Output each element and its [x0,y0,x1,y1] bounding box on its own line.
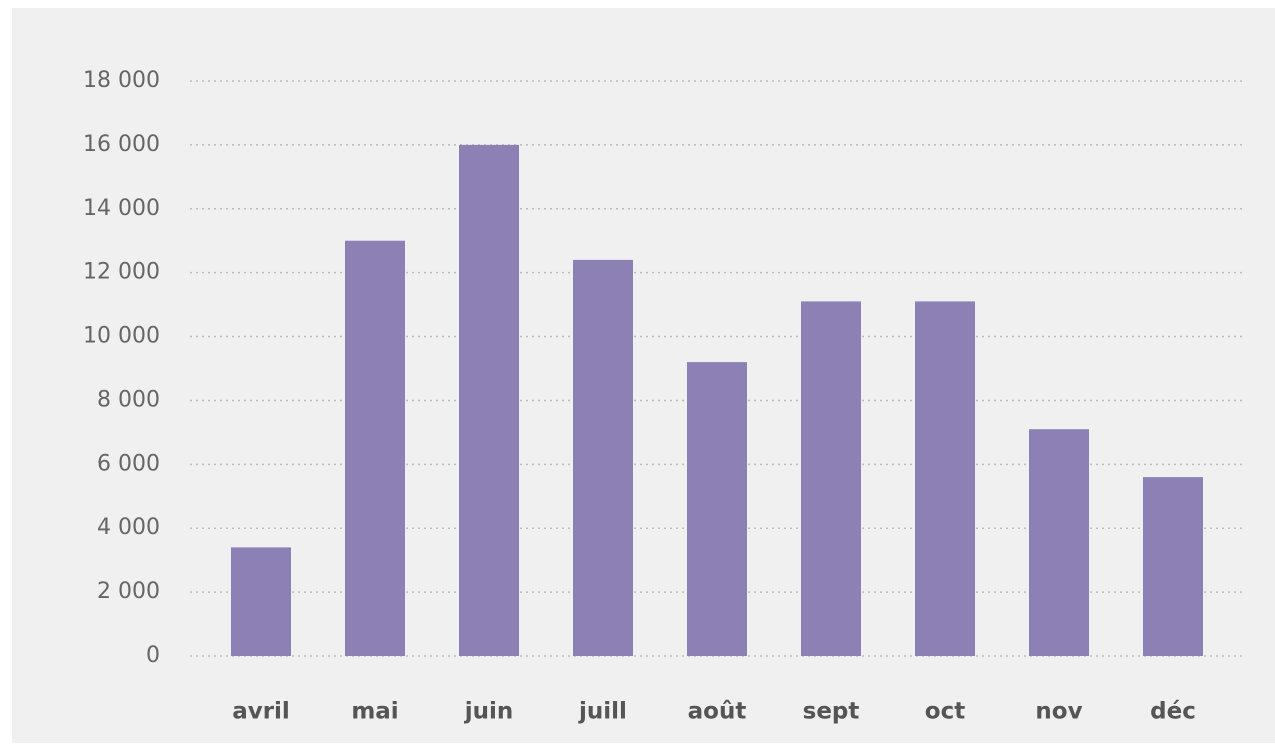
x-tick-label: sept [803,699,860,725]
bar [915,301,975,656]
bar [1029,429,1089,656]
x-tick-label: nov [1035,699,1082,725]
y-tick-label: 0 [146,643,160,668]
y-tick-label: 14 000 [83,196,160,221]
y-tick-label: 6 000 [97,451,160,476]
y-tick-label: 18 000 [83,68,160,93]
bar [573,259,633,656]
y-tick-label: 8 000 [97,387,160,412]
x-tick-label: déc [1150,699,1196,725]
y-tick-label: 4 000 [97,515,160,540]
y-tick-label: 10 000 [83,324,160,349]
x-tick-label: juill [578,699,627,725]
x-tick-label: juin [464,699,514,725]
bar [459,144,519,656]
y-tick-label: 2 000 [97,579,160,604]
x-tick-label: août [688,699,747,725]
bar [345,240,405,656]
x-tick-label: mai [351,699,398,725]
bar [231,547,291,656]
y-tick-label: 16 000 [83,132,160,157]
x-tick-label: oct [925,699,965,725]
bar [801,301,861,656]
bar [687,362,747,656]
bar [1143,477,1203,656]
y-tick-label: 12 000 [83,260,160,285]
x-tick-label: avril [232,699,290,725]
